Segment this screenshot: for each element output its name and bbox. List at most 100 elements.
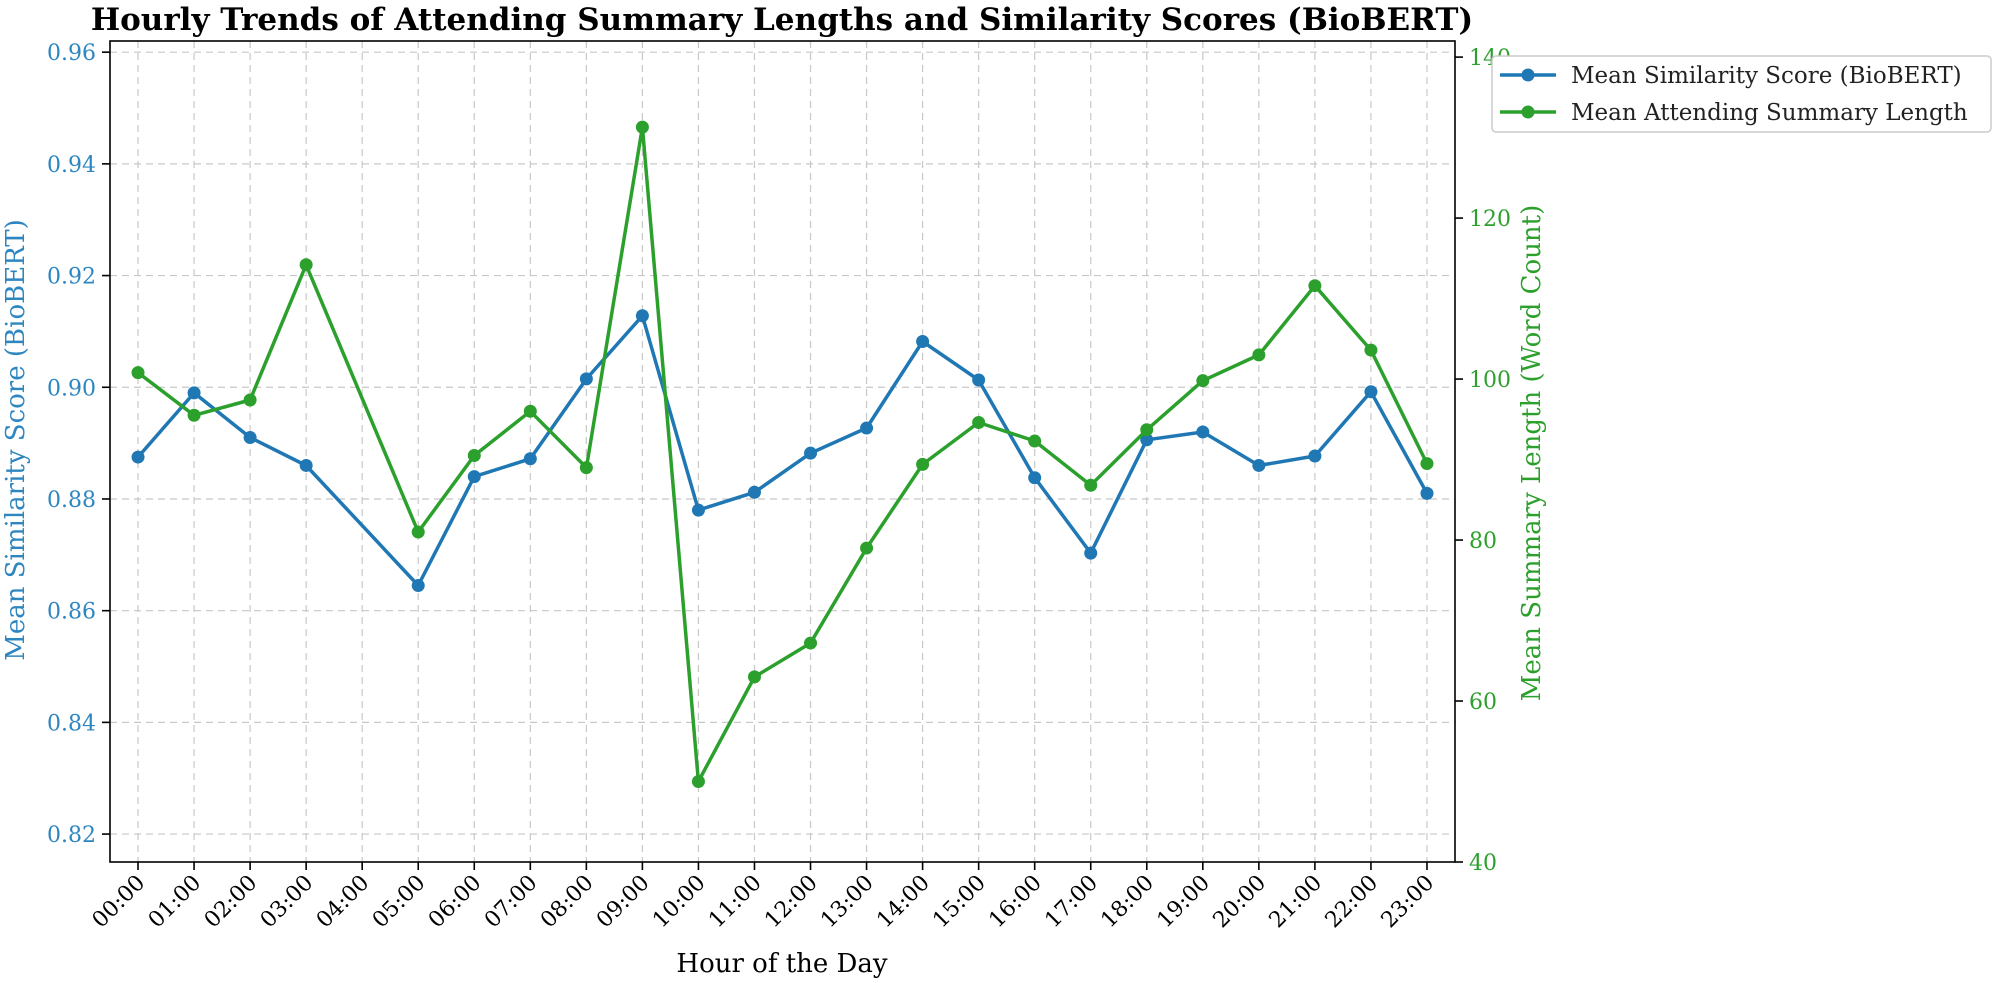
data-point-1	[1252, 348, 1266, 362]
x-tick-label: 13:00	[816, 871, 879, 934]
x-tick-label: 02:00	[200, 871, 263, 934]
data-point-1	[523, 404, 537, 418]
x-tick-label: 06:00	[424, 871, 487, 934]
x-tick-label: 08:00	[536, 871, 599, 934]
y-tick-label-right: 100	[1469, 368, 1511, 393]
data-point-0	[523, 452, 537, 466]
data-point-0	[1196, 425, 1210, 439]
data-point-0	[1084, 546, 1098, 560]
data-point-0	[747, 485, 761, 499]
y-tick-label-left: 0.84	[47, 711, 96, 736]
data-point-1	[1084, 478, 1098, 492]
data-point-1	[1420, 457, 1434, 471]
data-point-1	[1028, 434, 1042, 448]
data-point-0	[1028, 471, 1042, 485]
y-tick-label-left: 0.86	[47, 600, 96, 625]
x-tick-label: 20:00	[1209, 871, 1272, 934]
x-tick-label: 03:00	[256, 871, 319, 934]
data-point-0	[1308, 449, 1322, 463]
series-line-0	[136, 314, 1429, 588]
axes-layer: 00:0001:0002:0003:0004:0005:0006:0007:00…	[47, 40, 1511, 934]
x-tick-label: 19:00	[1153, 871, 1216, 934]
x-tick-label: 12:00	[760, 871, 823, 934]
y-tick-label-left: 0.94	[47, 153, 96, 178]
data-point-1	[467, 449, 481, 463]
grid-layer	[110, 41, 1455, 862]
data-point-0	[579, 372, 593, 386]
y-tick-label-right: 40	[1469, 851, 1497, 876]
x-tick-label: 11:00	[704, 871, 767, 934]
x-tick-label: 05:00	[368, 871, 431, 934]
legend-box	[1491, 55, 1992, 133]
x-tick-label: 16:00	[984, 871, 1047, 934]
data-point-1	[1140, 423, 1154, 437]
data-point-1	[635, 120, 649, 134]
chart-title: Hourly Trends of Attending Summary Lengt…	[91, 2, 1473, 38]
data-point-1	[187, 408, 201, 422]
y-tick-label-left: 0.96	[47, 41, 96, 66]
y-tick-label-right: 60	[1469, 690, 1497, 715]
data-point-1	[691, 775, 705, 789]
data-point-0	[804, 446, 818, 460]
y-tick-label-left: 0.82	[47, 823, 96, 848]
legend-marker-similarity	[1521, 68, 1535, 82]
x-tick-label: 10:00	[648, 871, 711, 934]
data-point-0	[131, 450, 145, 464]
plot-frame	[109, 40, 1456, 863]
data-point-1	[972, 416, 986, 430]
data-point-1	[579, 461, 593, 475]
data-point-1	[860, 541, 874, 555]
legend: Mean Similarity Score (BioBERT) Mean Att…	[1491, 55, 1992, 133]
data-point-1	[243, 393, 257, 407]
x-tick-label: 23:00	[1377, 871, 1440, 934]
y-tick-label-right: 120	[1469, 207, 1511, 232]
x-tick-label: 07:00	[480, 871, 543, 934]
x-tick-label: 18:00	[1097, 871, 1160, 934]
data-point-0	[187, 386, 201, 400]
data-point-0	[972, 373, 986, 387]
data-point-0	[1252, 458, 1266, 472]
legend-label-similarity: Mean Similarity Score (BioBERT)	[1571, 63, 1962, 89]
y-axis-label-left: Mean Similarity Score (BioBERT)	[1, 219, 31, 661]
y-tick-label-left: 0.92	[47, 265, 96, 290]
data-point-0	[860, 421, 874, 435]
x-tick-label: 01:00	[144, 871, 207, 934]
data-point-1	[747, 670, 761, 684]
series-line-1	[136, 125, 1429, 784]
legend-label-length: Mean Attending Summary Length	[1571, 100, 1968, 126]
x-tick-label: 04:00	[312, 871, 375, 934]
series-layer	[131, 120, 1434, 789]
y-tick-label-left: 0.88	[47, 488, 96, 513]
x-tick-label: 21:00	[1265, 871, 1328, 934]
data-point-1	[1196, 374, 1210, 388]
data-point-0	[1140, 433, 1154, 447]
data-point-0	[691, 503, 705, 517]
data-point-1	[411, 525, 425, 539]
data-point-0	[411, 579, 425, 593]
data-point-1	[131, 366, 145, 380]
data-point-0	[467, 470, 481, 484]
data-point-0	[1364, 385, 1378, 399]
x-tick-label: 15:00	[928, 871, 991, 934]
data-point-0	[299, 458, 313, 472]
x-tick-label: 09:00	[592, 871, 655, 934]
x-tick-label: 22:00	[1321, 871, 1384, 934]
data-point-1	[804, 636, 818, 650]
legend-marker-length	[1521, 105, 1535, 119]
data-point-1	[1364, 343, 1378, 357]
data-point-0	[243, 431, 257, 445]
y-tick-label-left: 0.90	[47, 376, 96, 401]
x-tick-label: 17:00	[1040, 871, 1103, 934]
x-tick-label: 00:00	[88, 871, 151, 934]
data-point-1	[916, 457, 930, 471]
data-point-0	[1420, 486, 1434, 500]
y-axis-label-right: Mean Summary Length (Word Count)	[1517, 205, 1547, 702]
y-tick-label-right: 80	[1469, 529, 1497, 554]
data-point-0	[635, 309, 649, 323]
data-point-1	[299, 258, 313, 272]
x-axis-label: Hour of the Day	[676, 949, 887, 979]
x-tick-label: 14:00	[872, 871, 935, 934]
data-point-1	[1308, 279, 1322, 293]
